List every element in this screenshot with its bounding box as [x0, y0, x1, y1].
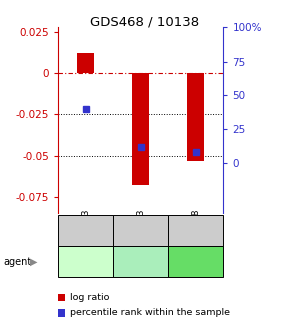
Text: GSM9163: GSM9163 [136, 209, 145, 252]
Text: agent: agent [3, 257, 31, 267]
Text: T3: T3 [79, 257, 92, 267]
Text: CGS: CGS [185, 257, 207, 267]
Bar [188, 73, 204, 161]
Text: ▶: ▶ [30, 257, 37, 267]
Bar [77, 53, 94, 73]
Text: GDS468 / 10138: GDS468 / 10138 [90, 16, 200, 29]
Text: GSM9188: GSM9188 [191, 209, 200, 252]
Text: DITPA: DITPA [126, 257, 156, 267]
Text: percentile rank within the sample: percentile rank within the sample [70, 308, 230, 317]
Bar [132, 73, 149, 185]
Text: GSM9183: GSM9183 [81, 209, 90, 252]
Text: log ratio: log ratio [70, 293, 109, 301]
